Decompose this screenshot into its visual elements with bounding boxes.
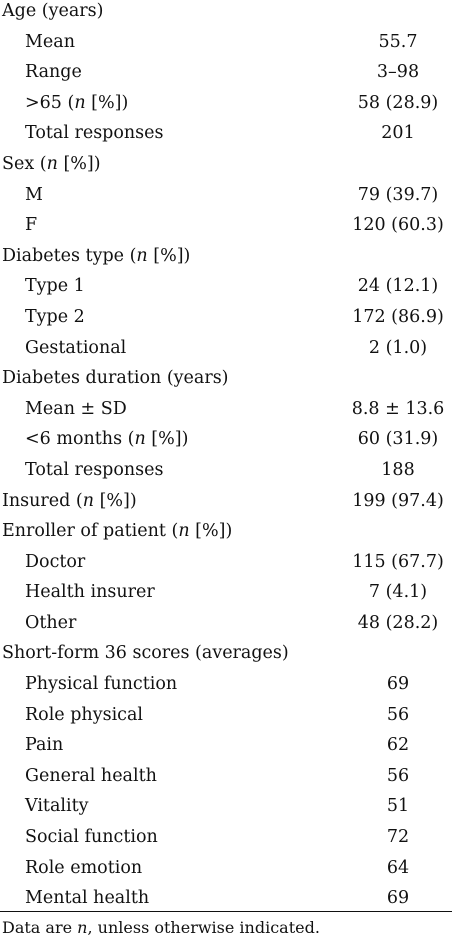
- table-row-pain: Pain 62: [0, 730, 452, 761]
- row-label: >65 (n [%]): [25, 92, 129, 113]
- table-row-m: M 79 (39.7): [0, 180, 452, 211]
- row-label: Total responses: [25, 123, 164, 144]
- section-header-insured-n: Insured (n [%]) 199 (97.4): [0, 486, 452, 517]
- row-label: Type 2: [25, 306, 85, 327]
- row-value: 56: [386, 704, 410, 725]
- row-label: Sex (n [%]): [2, 153, 101, 174]
- row-value: 60 (31.9): [357, 429, 439, 450]
- table-row-6-months-n: <6 months (n [%]) 60 (31.9): [0, 424, 452, 455]
- section-header-diabetes-type-n: Diabetes type (n [%]): [0, 241, 452, 272]
- row-label: Social function: [25, 827, 158, 848]
- row-label: F: [25, 215, 38, 236]
- table-row-social-function: Social function 72: [0, 822, 452, 853]
- row-label: Diabetes type (n [%]): [2, 245, 191, 266]
- table-row-role-physical: Role physical 56: [0, 700, 452, 731]
- row-label: Insured (n [%]): [2, 490, 137, 511]
- row-label: Mean ± SD: [25, 398, 127, 419]
- row-value: 55.7: [378, 31, 418, 52]
- section-header-age-years: Age (years): [0, 0, 452, 27]
- row-label: Total responses: [25, 459, 164, 480]
- row-value: 51: [386, 796, 410, 817]
- row-label: Gestational: [25, 337, 127, 358]
- table-row-general-health: General health 56: [0, 761, 452, 792]
- row-label: Role physical: [25, 704, 143, 725]
- table-row-type-2: Type 2 172 (86.9): [0, 302, 452, 333]
- row-value: 7 (4.1): [368, 582, 428, 603]
- table-row-range: Range 3–98: [0, 57, 452, 88]
- table-row-role-emotion: Role emotion 64: [0, 853, 452, 884]
- section-header-enroller-of-patient-n: Enroller of patient (n [%]): [0, 516, 452, 547]
- row-label: General health: [25, 765, 157, 786]
- table-row-mental-health: Mental health 69: [0, 883, 452, 914]
- table-row-mean: Mean 55.7: [0, 27, 452, 58]
- row-value: 2 (1.0): [368, 337, 428, 358]
- table-row-f: F 120 (60.3): [0, 210, 452, 241]
- table-row-type-1: Type 1 24 (12.1): [0, 271, 452, 302]
- table-row-65-n: >65 (n [%]) 58 (28.9): [0, 88, 452, 119]
- row-value: 69: [386, 674, 410, 695]
- table-row-vitality: Vitality 51: [0, 791, 452, 822]
- row-value: 79 (39.7): [357, 184, 439, 205]
- table-footnote: Data are n, unless otherwise indicated.: [2, 918, 320, 937]
- row-value: 56: [386, 765, 410, 786]
- row-label: Role emotion: [25, 857, 143, 878]
- row-label: Age (years): [2, 1, 104, 21]
- row-value: 199 (97.4): [352, 490, 444, 511]
- row-label: <6 months (n [%]): [25, 429, 189, 450]
- row-label: Diabetes duration (years): [2, 368, 229, 389]
- row-label: Range: [25, 62, 82, 83]
- table-row-other: Other 48 (28.2): [0, 608, 452, 639]
- row-label: Mean: [25, 31, 75, 52]
- table-row-total-responses: Total responses 201: [0, 118, 452, 149]
- row-value: 69: [386, 888, 410, 909]
- table-row-physical-function: Physical function 69: [0, 669, 452, 700]
- table-row-gestational: Gestational 2 (1.0): [0, 333, 452, 364]
- row-value: 64: [386, 857, 410, 878]
- row-label: Doctor: [25, 551, 86, 572]
- row-label: Health insurer: [25, 582, 155, 603]
- row-value: 48 (28.2): [357, 612, 439, 633]
- row-label: Type 1: [25, 276, 85, 297]
- section-header-sex-n: Sex (n [%]): [0, 149, 452, 180]
- row-value: 201: [381, 123, 415, 144]
- row-label: Vitality: [25, 796, 89, 817]
- row-label: Enroller of patient (n [%]): [2, 521, 233, 542]
- row-value: 58 (28.9): [357, 92, 439, 113]
- row-label: Physical function: [25, 674, 178, 695]
- table-row-total-responses: Total responses 188: [0, 455, 452, 486]
- table-row-doctor: Doctor 115 (67.7): [0, 547, 452, 578]
- table-row-health-insurer: Health insurer 7 (4.1): [0, 577, 452, 608]
- row-value: 24 (12.1): [357, 276, 439, 297]
- row-label: Other: [25, 612, 77, 633]
- section-header-diabetes-duration-years: Diabetes duration (years): [0, 363, 452, 394]
- characteristics-table: Age (years) Mean 55.7 Range 3–98 >65 (n [%]) 5…: [0, 0, 452, 914]
- row-value: 120 (60.3): [352, 215, 444, 236]
- footnote-divider: [0, 911, 452, 912]
- row-label: Short-form 36 scores (averages): [2, 643, 289, 664]
- row-value: 8.8 ± 13.6: [351, 398, 445, 419]
- row-label: Mental health: [25, 888, 150, 909]
- section-header-short-form-36-scores-averages: Short-form 36 scores (averages): [0, 638, 452, 669]
- row-label: M: [25, 184, 43, 205]
- row-value: 62: [386, 735, 410, 756]
- row-value: 115 (67.7): [352, 551, 444, 572]
- row-label: Pain: [25, 735, 64, 756]
- row-value: 172 (86.9): [352, 306, 444, 327]
- row-value: 3–98: [376, 62, 420, 83]
- row-value: 72: [386, 827, 410, 848]
- row-value: 188: [381, 459, 415, 480]
- table-row-mean-sd: Mean ± SD 8.8 ± 13.6: [0, 394, 452, 425]
